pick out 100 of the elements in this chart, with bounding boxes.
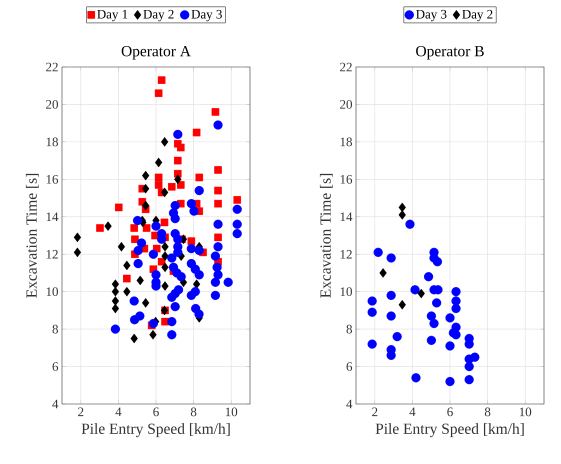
- legend-label: Day 3: [416, 10, 446, 22]
- point: [112, 304, 120, 314]
- point: [451, 296, 461, 306]
- point: [174, 174, 182, 184]
- point: [161, 242, 169, 252]
- point: [188, 237, 196, 245]
- point: [130, 224, 138, 232]
- point: [142, 298, 150, 308]
- x-tick-label: 10: [226, 408, 238, 416]
- x-tick-label: 6: [447, 408, 453, 416]
- point: [130, 315, 140, 324]
- point: [214, 166, 222, 174]
- point: [136, 276, 144, 286]
- point: [232, 220, 242, 229]
- point: [112, 286, 120, 296]
- point: [142, 224, 150, 232]
- point: [398, 300, 406, 310]
- point: [368, 339, 377, 349]
- legend-label: Day 2: [143, 10, 174, 22]
- point: [451, 287, 461, 296]
- point: [386, 253, 396, 263]
- point: [110, 324, 120, 334]
- point: [142, 200, 150, 210]
- y-tick-label: 20: [340, 100, 352, 109]
- y-tick-label: 12: [46, 250, 58, 259]
- x-axis-title: Pile Entry Speed [km/h]: [82, 423, 230, 438]
- point: [154, 89, 162, 98]
- point: [214, 200, 222, 208]
- point: [405, 220, 415, 229]
- point: [174, 156, 182, 164]
- point: [132, 216, 142, 226]
- point: [192, 128, 200, 136]
- point: [224, 278, 233, 287]
- legend-label: Day 3: [191, 10, 222, 22]
- point: [167, 292, 176, 302]
- x-tick-label: 2: [372, 408, 378, 416]
- point: [168, 183, 176, 191]
- point: [96, 224, 104, 232]
- point: [418, 288, 425, 298]
- y-tick-label: 14: [46, 212, 58, 222]
- x-tick-label: 4: [409, 408, 416, 416]
- y-axis-title: Excavation Time [s]: [26, 174, 39, 298]
- point: [123, 286, 131, 296]
- point: [151, 270, 161, 280]
- point: [114, 204, 123, 212]
- point: [186, 244, 196, 254]
- point: [160, 218, 168, 226]
- point: [176, 272, 186, 282]
- point: [161, 281, 169, 291]
- point: [112, 296, 120, 306]
- point: [379, 268, 387, 278]
- point: [426, 336, 436, 345]
- y-tick-label: 10: [46, 287, 58, 296]
- point: [398, 210, 406, 220]
- point: [232, 204, 242, 214]
- y-tick-label: 16: [46, 174, 58, 184]
- y-tick-label: 22: [340, 62, 352, 72]
- point: [190, 287, 200, 296]
- point: [123, 260, 131, 270]
- point: [210, 251, 220, 261]
- point: [445, 341, 455, 351]
- point: [173, 234, 182, 244]
- point: [189, 206, 199, 216]
- point: [213, 220, 223, 229]
- point: [451, 330, 461, 340]
- point: [154, 174, 162, 182]
- point: [192, 279, 200, 289]
- point: [451, 304, 461, 314]
- point: [424, 272, 434, 282]
- point: [161, 262, 169, 272]
- x-tick-label: 4: [115, 408, 122, 416]
- point: [445, 376, 455, 386]
- point: [214, 186, 222, 194]
- point: [130, 296, 139, 306]
- point: [470, 352, 480, 362]
- y-tick-label: 22: [46, 62, 58, 72]
- y-tick-label: 12: [340, 250, 352, 259]
- point: [149, 330, 157, 340]
- point: [151, 222, 161, 231]
- point: [186, 199, 196, 208]
- x-axis-title: Pile Entry Speed [km/h]: [376, 423, 524, 438]
- point: [130, 334, 138, 344]
- point: [194, 186, 204, 196]
- y-tick-label: 4: [346, 400, 352, 408]
- point: [210, 278, 220, 287]
- point: [214, 234, 222, 242]
- point: [134, 246, 143, 256]
- point: [210, 290, 220, 300]
- x-tick-label: 8: [190, 408, 196, 416]
- legend-label: Day 2: [462, 10, 492, 22]
- point: [158, 76, 166, 84]
- y-tick-label: 6: [52, 362, 58, 371]
- point: [148, 318, 158, 328]
- point: [154, 181, 162, 189]
- y-tick-label: 18: [340, 138, 352, 146]
- point: [426, 311, 436, 321]
- point: [167, 317, 176, 326]
- point: [161, 137, 168, 147]
- y-tick-label: 14: [340, 212, 352, 222]
- point: [104, 221, 112, 231]
